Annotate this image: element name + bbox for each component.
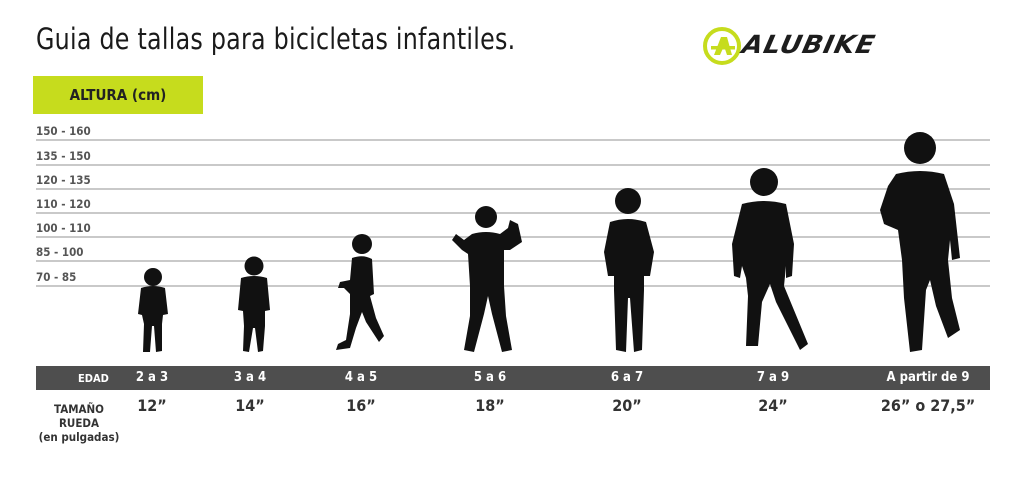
age-value: 6 a 7	[610, 370, 644, 385]
child-silhouette-5-6	[452, 206, 522, 352]
age-value: 2 a 3	[135, 370, 169, 385]
height-range-label: 70 - 85	[36, 270, 77, 284]
height-range-label: 110 - 120	[36, 197, 91, 211]
height-range-label: 135 - 150	[36, 149, 91, 163]
age-value: 7 a 9	[756, 370, 790, 385]
wheel-size-label-line2: RUEDA	[58, 416, 100, 430]
page-title: Guia de tallas para bicicletas infantile…	[36, 22, 516, 56]
age-value: A partir de 9	[886, 370, 970, 385]
age-row-label: EDAD	[78, 372, 109, 385]
child-silhouette-2-3	[138, 268, 168, 352]
wheel-size-value: 20”	[612, 396, 642, 415]
wheel-size-value: 26” o 27,5”	[880, 396, 976, 415]
wheel-size-value: 18”	[475, 396, 505, 415]
brand-name: ALUBIKE	[739, 30, 879, 59]
child-silhouette-3-4	[238, 256, 270, 352]
child-silhouette-9-plus	[880, 132, 960, 352]
age-value: 4 a 5	[344, 370, 378, 385]
height-axis-label: ALTURA (cm)	[33, 76, 203, 114]
wheel-size-value: 12”	[137, 396, 167, 415]
height-range-label: 150 - 160	[36, 124, 91, 138]
gridline	[36, 164, 990, 166]
gridline	[36, 212, 990, 214]
wheel-size-label-line1: TAMAÑO	[54, 402, 104, 416]
child-silhouette-6-7	[604, 188, 654, 352]
age-value: 5 a 6	[473, 370, 507, 385]
height-range-label: 85 - 100	[36, 245, 84, 259]
age-value: 3 a 4	[233, 370, 267, 385]
wheel-size-label-line3: (en pulgadas)	[38, 430, 120, 444]
alubike-a-logo-icon	[703, 27, 741, 65]
wheel-size-label: TAMAÑO RUEDA (en pulgadas)	[38, 402, 120, 444]
height-range-label: 100 - 110	[36, 221, 91, 235]
gridline	[36, 139, 990, 141]
gridline	[36, 188, 990, 190]
wheel-size-value: 16”	[346, 396, 376, 415]
wheel-size-value: 24”	[758, 396, 788, 415]
gridline	[36, 260, 990, 262]
age-row: EDAD 2 a 3 3 a 4 4 a 5 5 a 6 6 a 7 7 a 9…	[36, 366, 990, 390]
gridline	[36, 285, 990, 287]
wheel-size-value: 14”	[235, 396, 265, 415]
child-silhouette-4-5	[336, 234, 384, 350]
brand-logo: ALUBIKE	[702, 24, 964, 68]
child-silhouette-7-9	[732, 168, 808, 350]
height-range-label: 120 - 135	[36, 173, 91, 187]
